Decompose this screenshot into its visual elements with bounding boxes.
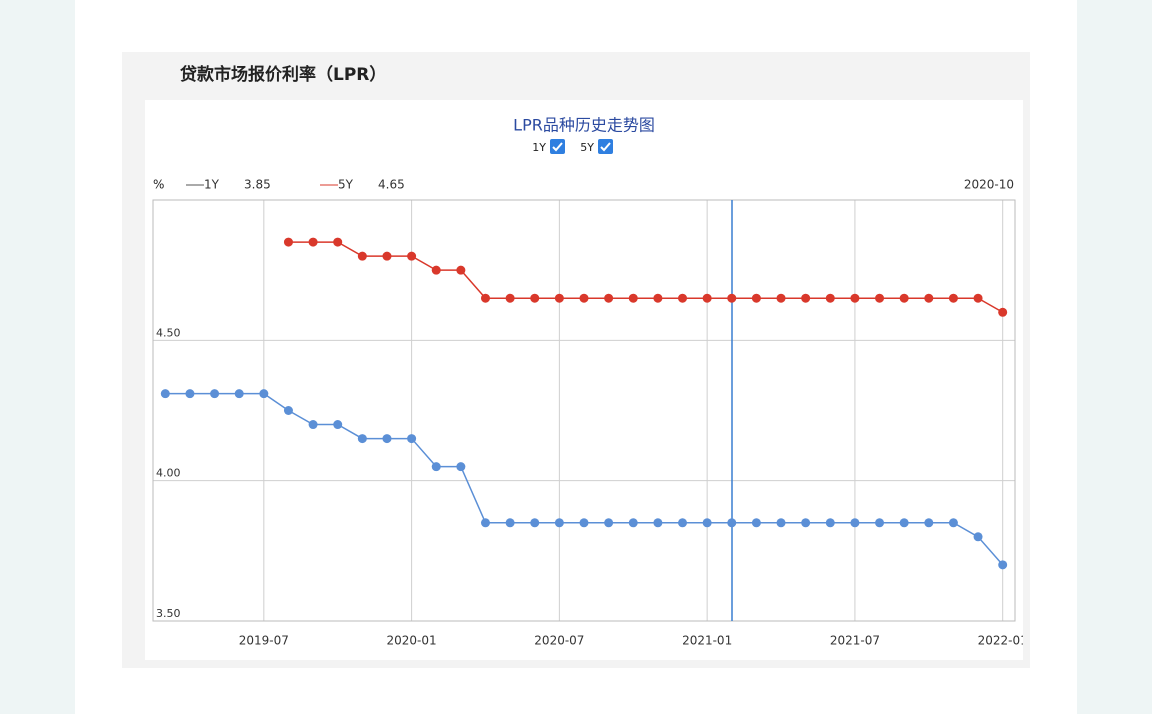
data-point (259, 389, 269, 399)
data-point (628, 293, 638, 303)
check (552, 142, 563, 152)
x-tick-label: 2021-01 (682, 634, 732, 648)
legend-label: 5Y (338, 178, 354, 192)
x-tick-label: 2019-07 (239, 634, 289, 648)
x-tick-label: 2021-07 (830, 634, 880, 648)
toggle-label: 1Y (532, 141, 546, 154)
data-point (505, 518, 515, 528)
data-point (751, 293, 761, 303)
data-point (727, 518, 737, 528)
data-point (628, 518, 638, 528)
data-point (456, 462, 466, 472)
data-point (998, 307, 1008, 317)
data-point (727, 293, 737, 303)
data-point (825, 293, 835, 303)
data-point (825, 518, 835, 528)
data-point (702, 518, 712, 528)
data-point (283, 406, 293, 415)
data-point (924, 293, 934, 303)
x-tick-label: 2022-01 (978, 634, 1028, 648)
data-point (776, 518, 786, 528)
data-point (357, 434, 367, 444)
data-point (653, 518, 663, 528)
y-tick-label: 3.50 (156, 607, 181, 620)
checkbox[interactable] (550, 139, 565, 154)
data-point (456, 265, 466, 275)
data-point (678, 518, 688, 528)
data-point (751, 518, 761, 528)
data-point (382, 251, 392, 261)
chart-title: LPR品种历史走势图 (513, 116, 655, 135)
data-point (160, 389, 170, 399)
section-title: 贷款市场报价利率（LPR） (180, 64, 386, 85)
data-point (283, 237, 293, 247)
data-point (899, 293, 909, 303)
tooltip-value: 4.65 (378, 178, 405, 192)
data-point (678, 293, 688, 303)
data-point (850, 518, 860, 528)
data-point (210, 389, 220, 399)
plot-frame (152, 199, 1016, 622)
data-point (382, 434, 392, 444)
data-point (776, 293, 786, 303)
data-point (505, 293, 515, 303)
data-point (801, 293, 811, 303)
data-point (973, 293, 983, 303)
data-point (234, 389, 244, 399)
x-tick-label: 2020-07 (534, 634, 584, 648)
data-point (948, 518, 958, 528)
data-point (308, 420, 318, 430)
data-point (530, 518, 540, 528)
data-point (604, 293, 614, 303)
data-point (185, 389, 195, 399)
data-point (801, 518, 811, 528)
y-tick-label: 4.50 (156, 326, 181, 339)
x-tick-label: 2020-01 (387, 634, 437, 648)
data-point (875, 293, 885, 303)
tooltip-date: 2020-10 (964, 178, 1014, 192)
data-point (357, 251, 367, 261)
data-point (333, 420, 343, 430)
data-point (480, 518, 490, 528)
data-point (973, 532, 983, 542)
data-point (924, 518, 934, 528)
data-point (431, 265, 441, 275)
data-point (604, 518, 614, 528)
data-point (308, 237, 318, 247)
data-point (653, 293, 663, 303)
data-point (530, 293, 540, 303)
data-point (702, 293, 712, 303)
data-point (948, 293, 958, 303)
data-point (407, 434, 417, 444)
plot: 1Y 5Y% 1Y 3.85 5Y 4.65 2020-10 3.50 4.00 4.50 2019… (152, 139, 1028, 648)
data-point (431, 462, 441, 472)
data-point (333, 237, 343, 247)
toggle-label: 5Y (580, 141, 594, 154)
data-point (480, 293, 490, 303)
data-point (875, 518, 885, 528)
check (600, 142, 611, 152)
data-point (579, 518, 589, 528)
y-tick-label: 4.00 (156, 467, 181, 480)
data-point (850, 293, 860, 303)
legend-label: 1Y (204, 178, 220, 192)
chart-card (145, 100, 1023, 660)
tooltip-value: 3.85 (244, 178, 271, 192)
data-point (554, 293, 564, 303)
y-axis-label: % (153, 178, 164, 192)
checkbox[interactable] (598, 139, 613, 154)
data-point (554, 518, 564, 528)
data-point (579, 293, 589, 303)
data-point (998, 560, 1008, 570)
data-point (407, 251, 417, 261)
data-point (899, 518, 909, 528)
